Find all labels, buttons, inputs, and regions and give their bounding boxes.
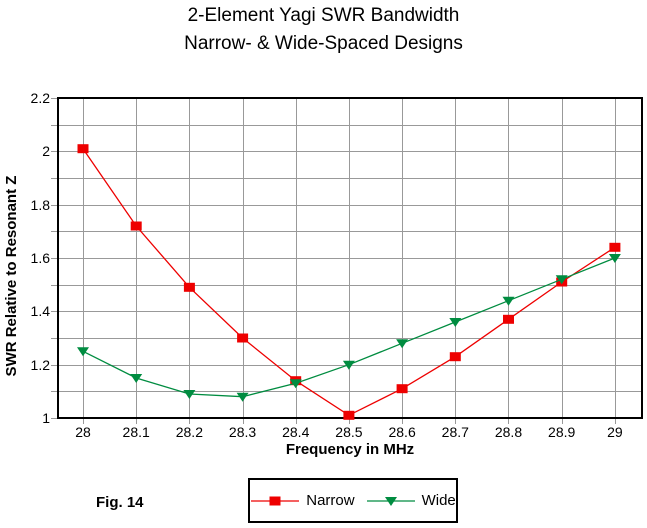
- wide-marker: [396, 339, 409, 349]
- wide-marker: [236, 392, 249, 402]
- x-tick-label: 28.7: [441, 424, 469, 440]
- wide-marker: [289, 379, 302, 389]
- figure-label: Fig. 14: [96, 494, 144, 511]
- wide-marker: [77, 347, 89, 357]
- narrow-swatch-icon: [251, 496, 300, 505]
- chart-title: 2-Element Yagi SWR Bandwidth Narrow- & W…: [0, 2, 647, 58]
- x-axis-title: Frequency in MHz: [285, 441, 415, 458]
- wide-series: [77, 254, 621, 402]
- y-tick-label: 1.4: [30, 303, 50, 320]
- x-tick-label: 28.1: [122, 424, 150, 440]
- wide-marker: [130, 374, 143, 383]
- legend-box: Narrow Wide: [248, 478, 458, 523]
- y-tick-label: 1.6: [30, 250, 50, 266]
- narrow-marker: [183, 282, 195, 292]
- wide-marker: [183, 390, 196, 399]
- wide-marker: [449, 318, 462, 327]
- y-tick-label: 2.2: [30, 90, 50, 106]
- y-tick-label: 1.2: [30, 356, 50, 373]
- x-tick-label: 28.5: [335, 424, 363, 440]
- narrow-marker: [503, 314, 514, 324]
- narrow-marker: [343, 410, 355, 420]
- x-tick-label: 28.8: [494, 424, 523, 440]
- narrow-marker: [130, 221, 142, 231]
- narrow-marker: [396, 384, 408, 394]
- wide-marker: [555, 275, 568, 285]
- y-tick-label: 1.8: [30, 196, 50, 213]
- chart-title-line1: 2-Element Yagi SWR Bandwidth: [187, 5, 460, 26]
- x-tick-label: 28.4: [282, 424, 310, 440]
- legend-item-narrow: Narrow: [250, 492, 355, 509]
- x-tick-label: 28.9: [548, 424, 576, 440]
- narrow-marker: [609, 242, 621, 252]
- x-tick-label: 28.2: [175, 424, 203, 440]
- wide-swatch-icon: [366, 496, 415, 506]
- wide-marker: [502, 296, 515, 306]
- y-tick-label: 2: [42, 143, 50, 160]
- legend-label-narrow: Narrow: [306, 492, 355, 509]
- wide-marker: [608, 254, 621, 263]
- narrow-series: [77, 144, 621, 420]
- legend-item-wide: Wide: [366, 492, 456, 509]
- y-axis-title: SWR Relative to Resonant Z: [3, 175, 20, 377]
- y-tick-label: 1: [42, 410, 50, 426]
- wide-marker: [342, 360, 355, 370]
- x-tick-label: 28.3: [228, 424, 257, 440]
- narrow-marker: [237, 333, 249, 343]
- narrow-marker: [449, 352, 461, 362]
- chart-title-line2: Narrow- & Wide-Spaced Designs: [184, 33, 463, 54]
- x-tick-label: 28: [75, 424, 91, 440]
- narrow-marker: [77, 144, 89, 154]
- x-tick-label: 28.6: [388, 424, 416, 440]
- legend-label-wide: Wide: [421, 492, 456, 509]
- x-tick-label: 29: [607, 424, 623, 440]
